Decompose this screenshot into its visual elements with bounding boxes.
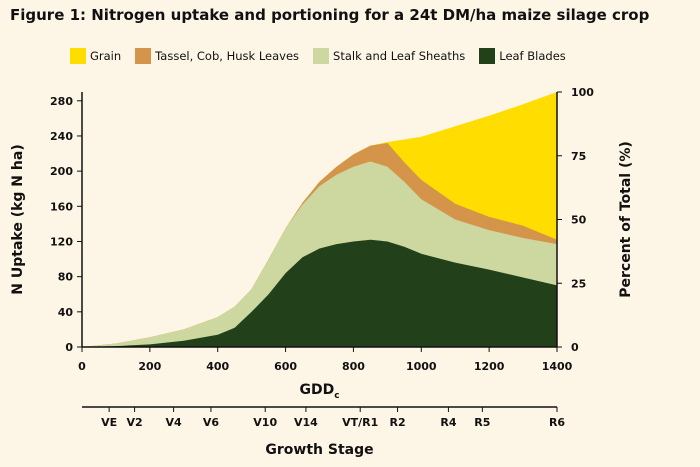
legend-item-tassel: Tassel, Cob, Husk Leaves — [135, 48, 299, 64]
legend-swatch-leaf-blades — [479, 48, 496, 64]
growth-stage-label: V14 — [294, 416, 318, 429]
legend-swatch-grain — [70, 48, 86, 64]
growth-stage-label: VT/R1 — [342, 416, 378, 429]
growth-stage-label: V6 — [203, 416, 220, 429]
growth-stage-title: Growth Stage — [265, 442, 373, 458]
x-tick-label: 1400 — [542, 360, 573, 373]
x-tick-label: 0 — [78, 360, 86, 373]
growth-stage-label: V2 — [127, 416, 143, 429]
legend: Grain Tassel, Cob, Husk Leaves Stalk and… — [70, 48, 572, 64]
legend-swatch-tassel — [135, 48, 152, 64]
legend-item-leaf-blades: Leaf Blades — [479, 48, 566, 64]
growth-stage-label: R6 — [549, 416, 565, 429]
growth-stage-label: R5 — [474, 416, 490, 429]
y-right-tick-label: 0 — [571, 341, 579, 354]
y-tick-label: 200 — [50, 165, 73, 178]
x-tick-label: 800 — [342, 360, 365, 373]
x-axis-title: GDDc — [299, 382, 339, 401]
legend-label-stalk: Stalk and Leaf Sheaths — [333, 49, 466, 63]
legend-swatch-stalk — [313, 48, 330, 64]
y-right-tick-label: 25 — [571, 277, 586, 290]
legend-label-grain: Grain — [90, 49, 122, 63]
y-axis-title-right: Percent of Total (%) — [618, 141, 634, 298]
y-tick-label: 240 — [50, 130, 73, 143]
y-tick-label: 120 — [50, 235, 73, 248]
y-right-tick-label: 50 — [571, 214, 587, 227]
growth-stage-label: R4 — [440, 416, 456, 429]
y-tick-label: 0 — [65, 341, 73, 354]
x-tick-label: 1000 — [406, 360, 437, 373]
growth-stage-label: V4 — [166, 416, 183, 429]
y-axis-title-left: N Uptake (kg N ha) — [10, 144, 26, 294]
area-leaf-blades — [82, 239, 557, 347]
chart-title: Figure 1: Nitrogen uptake and portioning… — [10, 6, 650, 24]
legend-item-grain: Grain — [70, 48, 121, 64]
legend-label-tassel: Tassel, Cob, Husk Leaves — [155, 49, 300, 63]
x-tick-label: 600 — [274, 360, 297, 373]
x-tick-label: 200 — [138, 360, 161, 373]
x-tick-label: 1200 — [474, 360, 505, 373]
growth-stage-label: VE — [101, 416, 117, 429]
y-tick-label: 280 — [50, 95, 73, 108]
x-tick-label: 400 — [206, 360, 229, 373]
y-tick-label: 40 — [58, 306, 74, 319]
legend-label-leaf-blades: Leaf Blades — [499, 49, 566, 63]
legend-item-stalk: Stalk and Leaf Sheaths — [313, 48, 465, 64]
y-right-tick-label: 100 — [571, 86, 594, 99]
y-tick-label: 160 — [50, 200, 73, 213]
y-right-tick-label: 75 — [571, 150, 586, 163]
y-tick-label: 80 — [58, 271, 74, 284]
growth-stage-label: R2 — [389, 416, 405, 429]
growth-stage-label: V10 — [253, 416, 277, 429]
